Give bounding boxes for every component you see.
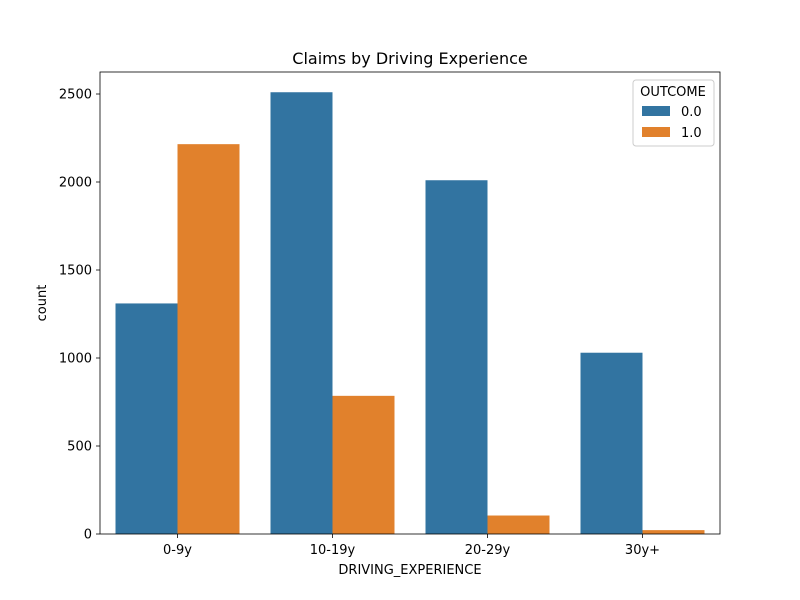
y-tick-label: 2500 [59, 88, 92, 103]
y-tick-label: 2000 [59, 176, 92, 191]
x-axis: 0-9y 10-19y 20-29y 30y+ [163, 534, 660, 558]
y-tick-label: 500 [67, 440, 92, 455]
legend-swatch-0.0 [642, 106, 670, 116]
bar-30y+-outcome-0.0 [580, 352, 643, 534]
y-tick-label: 0 [84, 528, 92, 543]
x-tick-label: 20-29y [465, 543, 511, 558]
bar-0-9y-outcome-0.0 [115, 303, 178, 534]
bar-20-29y-outcome-0.0 [425, 180, 488, 535]
legend-items: 0.01.0 [642, 105, 702, 141]
bar-20-29y-outcome-1.0 [487, 515, 550, 534]
plot-frame [99, 71, 721, 535]
legend-label-1.0: 1.0 [681, 126, 702, 141]
legend: OUTCOME 0.01.0 [632, 79, 715, 147]
bar-0-9y-outcome-1.0 [177, 144, 240, 534]
legend-swatch-1.0 [642, 127, 670, 137]
y-axis: 0 500 1000 1500 2000 2500 [59, 88, 100, 543]
y-axis-label: count [35, 285, 50, 322]
bars-group [115, 92, 705, 535]
bar-10-19y-outcome-1.0 [332, 395, 395, 534]
bar-10-19y-outcome-0.0 [270, 92, 333, 535]
legend-label-0.0: 0.0 [681, 105, 702, 120]
legend-title: OUTCOME [640, 85, 706, 100]
plot-area [99, 71, 721, 535]
x-tick-label: 10-19y [310, 543, 356, 558]
x-tick-label: 30y+ [625, 543, 660, 558]
x-tick-label: 0-9y [163, 543, 192, 558]
x-axis-label: DRIVING_EXPERIENCE [338, 563, 481, 578]
y-tick-label: 1000 [59, 352, 92, 367]
chart-title: Claims by Driving Experience [292, 49, 527, 68]
y-tick-label: 1500 [59, 264, 92, 279]
bar-30y+-outcome-1.0 [642, 530, 705, 534]
